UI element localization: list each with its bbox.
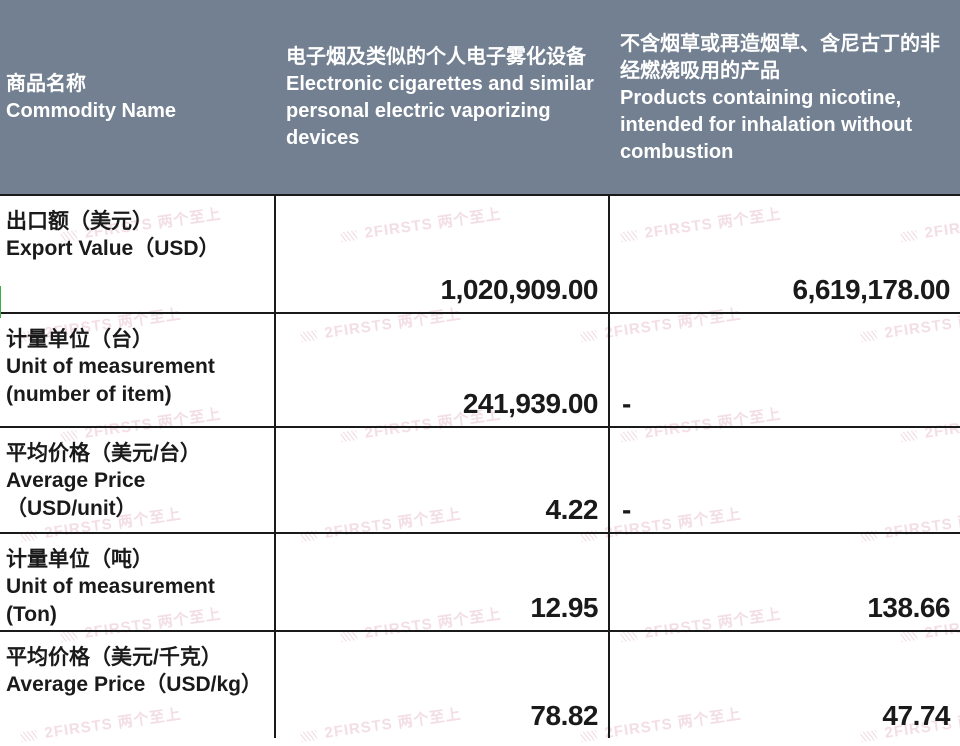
- header-c1-en: Electronic cigarettes and similar person…: [286, 71, 596, 152]
- table-row: 平均价格（美元/台）Average Price（USD/unit） 4.22-: [0, 426, 960, 534]
- row-value-2: 6,619,178.00: [793, 264, 951, 306]
- row-label-zh: 平均价格（美元/千克）: [6, 644, 264, 671]
- row-value-col2: -: [610, 314, 960, 426]
- row-label-cell: 平均价格（美元/台）Average Price（USD/unit）: [0, 428, 276, 532]
- row-value-1: 4.22: [546, 484, 599, 526]
- row-value-col1: 4.22: [276, 428, 610, 532]
- row-value-col2: 6,619,178.00: [610, 196, 960, 312]
- row-label-cell: 计量单位（吨）Unit of measurement (Ton): [0, 534, 276, 630]
- row-value-2: 138.66: [867, 582, 950, 624]
- row-label-en: Export Value（USD）: [6, 235, 264, 262]
- table-row: 计量单位（吨）Unit of measurement (Ton) 12.95 138…: [0, 532, 960, 632]
- row-value-col1: 12.95: [276, 534, 610, 630]
- row-label-zh: 出口额（美元）: [6, 208, 264, 235]
- row-value-1: 12.95: [530, 582, 598, 624]
- row-value-col1: 241,939.00: [276, 314, 610, 426]
- data-table: 商品名称 Commodity Name 电子烟及类似的个人电子雾化设备 Elec…: [0, 0, 960, 746]
- row-label-cell: 出口额（美元） Export Value（USD）: [0, 196, 276, 312]
- row-label-cell: 平均价格（美元/千克）Average Price（USD/kg）: [0, 632, 276, 738]
- row-value-1: 1,020,909.00: [441, 264, 599, 306]
- table-row: 出口额（美元） Export Value（USD） 1,020,909.00 6,6…: [0, 194, 960, 314]
- row-value-1: 241,939.00: [463, 378, 598, 420]
- row-label-en: Unit of measurement (number of item): [6, 353, 264, 408]
- table-row: 计量单位（台）Unit of measurement (number of it…: [0, 312, 960, 428]
- row-value-col2: -: [610, 428, 960, 532]
- row-label-en: Average Price（USD/kg）: [6, 671, 264, 698]
- row-label-cell: 计量单位（台）Unit of measurement (number of it…: [0, 314, 276, 426]
- header-c2-zh: 不含烟草或再造烟草、含尼古丁的非经燃烧吸用的产品: [620, 31, 946, 85]
- header-c0-en: Commodity Name: [6, 98, 262, 125]
- header-commodity-name: 商品名称 Commodity Name: [0, 0, 276, 196]
- row-value-1: 78.82: [530, 690, 598, 732]
- row-value-2: -: [616, 378, 631, 420]
- row-label-en: Average Price（USD/unit）: [6, 467, 264, 522]
- green-accent-left: [0, 286, 1, 318]
- row-value-col2: 47.74: [610, 632, 960, 738]
- row-value-col1: 78.82: [276, 632, 610, 738]
- row-value-2: -: [616, 484, 631, 526]
- table-header-row: 商品名称 Commodity Name 电子烟及类似的个人电子雾化设备 Elec…: [0, 0, 960, 196]
- header-c1-zh: 电子烟及类似的个人电子雾化设备: [286, 44, 596, 71]
- header-c0-zh: 商品名称: [6, 71, 262, 98]
- row-label-en: Unit of measurement (Ton): [6, 573, 264, 628]
- header-col-nicotine: 不含烟草或再造烟草、含尼古丁的非经燃烧吸用的产品 Products contai…: [610, 0, 960, 196]
- header-c2-en: Products containing nicotine, intended f…: [620, 85, 946, 166]
- table-row: 平均价格（美元/千克）Average Price（USD/kg） 78.82 47.…: [0, 630, 960, 738]
- row-label-zh: 计量单位（吨）: [6, 546, 264, 573]
- header-col-ecig: 电子烟及类似的个人电子雾化设备 Electronic cigarettes an…: [276, 0, 610, 196]
- row-label-zh: 计量单位（台）: [6, 326, 264, 353]
- row-label-zh: 平均价格（美元/台）: [6, 440, 264, 467]
- row-value-col1: 1,020,909.00: [276, 196, 610, 312]
- row-value-2: 47.74: [882, 690, 950, 732]
- row-value-col2: 138.66: [610, 534, 960, 630]
